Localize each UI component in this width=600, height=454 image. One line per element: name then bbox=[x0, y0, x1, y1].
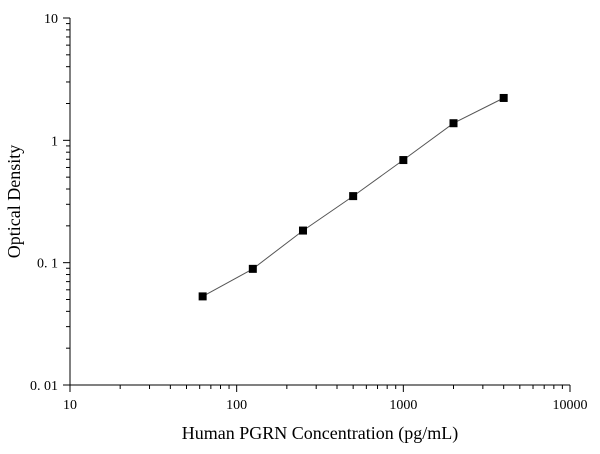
x-tick-label: 10000 bbox=[553, 398, 588, 413]
x-tick-label: 10 bbox=[63, 398, 77, 413]
y-tick-label: 1 bbox=[51, 134, 58, 149]
y-tick-label: 0. 01 bbox=[30, 379, 58, 394]
data-point-marker bbox=[449, 119, 458, 128]
y-tick-label: 10 bbox=[44, 12, 58, 27]
x-tick-label: 100 bbox=[226, 398, 247, 413]
x-axis-ticks: 10 100 1000 10000 bbox=[63, 385, 588, 413]
y-axis-ticks: 0. 01 0. 1 1 10 bbox=[30, 12, 70, 394]
y-axis-title: Optical Density bbox=[4, 145, 24, 258]
x-tick-label: 1000 bbox=[389, 398, 417, 413]
data-point-marker bbox=[399, 156, 408, 165]
data-point-marker bbox=[198, 292, 207, 301]
x-axis-title: Human PGRN Concentration (pg/mL) bbox=[182, 423, 458, 444]
plot-axes bbox=[69, 18, 570, 386]
y-tick-label: 0. 1 bbox=[37, 257, 58, 272]
data-point-marker bbox=[349, 192, 358, 201]
data-point-marker bbox=[248, 264, 257, 273]
data-point-marker bbox=[298, 226, 307, 235]
data-point-marker bbox=[499, 93, 508, 102]
data-series bbox=[198, 93, 508, 301]
